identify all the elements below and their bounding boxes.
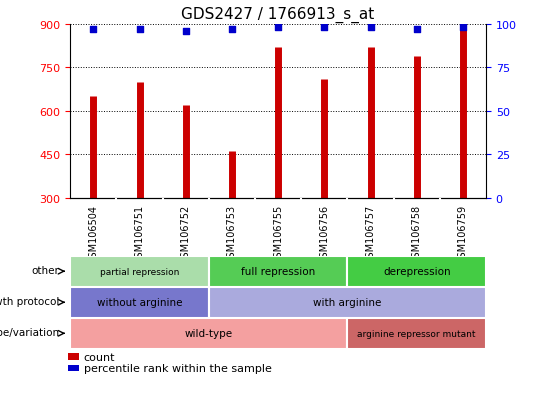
Text: GSM106756: GSM106756 xyxy=(319,204,329,263)
Text: GSM106752: GSM106752 xyxy=(181,204,191,263)
Text: wild-type: wild-type xyxy=(185,328,233,339)
Text: GSM106757: GSM106757 xyxy=(366,204,375,263)
Bar xyxy=(70,318,347,349)
Text: count: count xyxy=(84,352,116,362)
Text: genotype/variation: genotype/variation xyxy=(0,327,59,337)
Bar xyxy=(70,287,209,318)
Point xyxy=(181,28,190,35)
Point xyxy=(458,25,467,31)
Point xyxy=(227,27,236,33)
Text: full repression: full repression xyxy=(241,266,315,277)
Point xyxy=(320,25,329,31)
Text: without arginine: without arginine xyxy=(97,297,183,308)
Bar xyxy=(68,365,79,372)
Point xyxy=(135,27,144,33)
Text: derepression: derepression xyxy=(383,266,450,277)
Point xyxy=(274,25,282,31)
Text: GSM106504: GSM106504 xyxy=(89,204,98,263)
Bar xyxy=(347,318,486,349)
Text: GSM106758: GSM106758 xyxy=(411,204,422,263)
Text: with arginine: with arginine xyxy=(313,297,382,308)
Point xyxy=(366,25,375,31)
Text: GSM106751: GSM106751 xyxy=(134,204,145,263)
Point xyxy=(413,27,421,33)
Text: GSM106753: GSM106753 xyxy=(227,204,237,263)
Text: arginine repressor mutant: arginine repressor mutant xyxy=(357,329,476,338)
Text: GSM106755: GSM106755 xyxy=(273,204,283,263)
Text: percentile rank within the sample: percentile rank within the sample xyxy=(84,363,272,373)
Bar xyxy=(68,353,79,360)
Point xyxy=(89,27,98,33)
Text: GSM106759: GSM106759 xyxy=(458,204,468,263)
Bar xyxy=(209,287,486,318)
Bar xyxy=(347,256,486,287)
Title: GDS2427 / 1766913_s_at: GDS2427 / 1766913_s_at xyxy=(181,7,375,24)
Bar xyxy=(209,256,347,287)
Text: partial repression: partial repression xyxy=(100,267,179,276)
Text: other: other xyxy=(32,265,59,275)
Text: growth protocol: growth protocol xyxy=(0,296,59,306)
Bar xyxy=(70,256,209,287)
